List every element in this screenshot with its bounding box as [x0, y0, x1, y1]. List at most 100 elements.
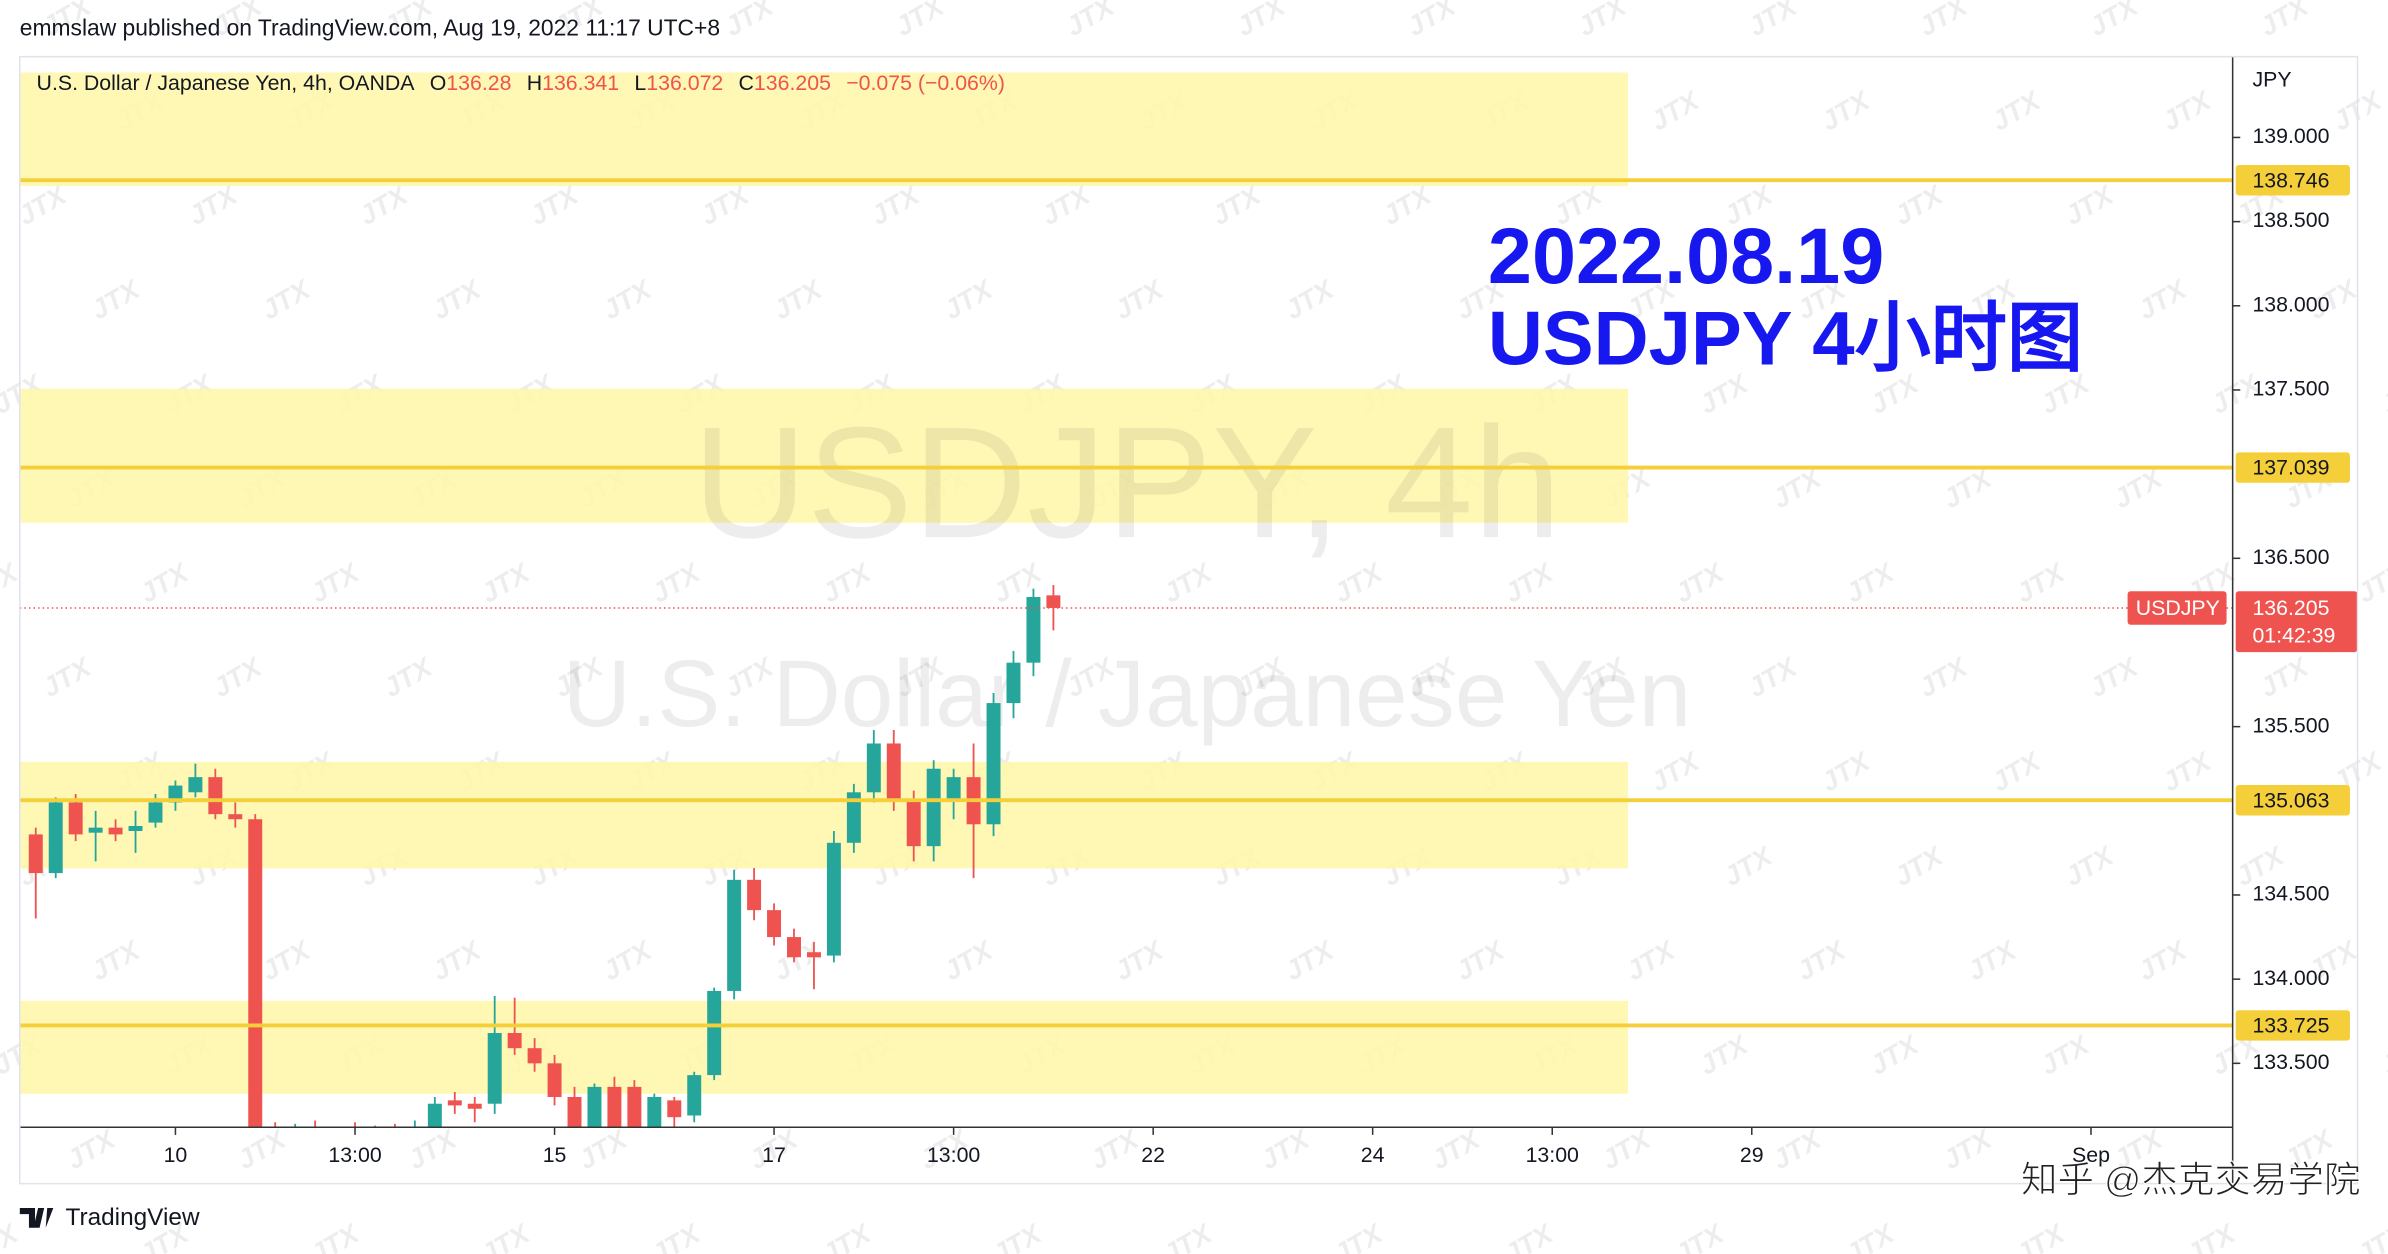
- candle-body: [88, 827, 103, 833]
- pattern-mark: JTX: [2059, 178, 2120, 231]
- y-tick-label: 138.500: [2252, 208, 2329, 232]
- pattern-mark: JTX: [2084, 0, 2145, 42]
- pattern-mark: JTX: [938, 273, 999, 326]
- pattern-mark: JTX: [1937, 1122, 1998, 1175]
- candle-body: [427, 1103, 442, 1128]
- pattern-mark: JTX: [1109, 273, 1170, 326]
- candle-body: [208, 777, 223, 815]
- pattern-mark: JTX: [1231, 0, 1292, 42]
- candle-body: [527, 1048, 542, 1064]
- x-tick-label: 13:00: [927, 1143, 980, 1167]
- pattern-mark: JTX: [1280, 273, 1341, 326]
- legend-value: 136.072: [646, 71, 723, 95]
- pattern-mark: JTX: [1913, 650, 1974, 703]
- candle-body: [567, 1096, 582, 1128]
- pattern-mark: JTX: [646, 1217, 707, 1254]
- level-tag: [2235, 452, 2350, 483]
- candle-body: [547, 1063, 562, 1097]
- x-tick-label: 15: [543, 1143, 567, 1167]
- pattern-mark: JTX: [12, 178, 73, 231]
- candle-body: [1006, 662, 1021, 704]
- legend-key: O: [430, 71, 447, 95]
- pattern-mark: JTX: [427, 934, 488, 987]
- x-tick-label: 29: [1740, 1143, 1764, 1167]
- candle-body: [1046, 595, 1061, 608]
- pattern-mark: JTX: [0, 1217, 24, 1254]
- pattern-mark: JTX: [207, 650, 268, 703]
- pattern-mark: JTX: [305, 1217, 366, 1254]
- candle-body: [68, 802, 83, 835]
- legend-symbol: U.S. Dollar / Japanese Yen, 4h, OANDA: [37, 71, 416, 95]
- pattern-mark: JTX: [1889, 178, 1950, 231]
- y-tick-label: 134.500: [2252, 882, 2329, 906]
- y-tick-label: 136.500: [2252, 545, 2329, 569]
- level-tag: [2235, 1010, 2350, 1041]
- level-tag-label: 135.063: [2252, 788, 2329, 812]
- pattern-mark: JTX: [37, 650, 98, 703]
- candle-body: [168, 785, 183, 803]
- level-tag-label: 138.746: [2252, 168, 2329, 192]
- pattern-mark: JTX: [1109, 934, 1170, 987]
- pattern-mark: JTX: [2254, 650, 2315, 703]
- y-axis-label: JPY: [2252, 68, 2291, 92]
- pattern-mark: JTX: [1840, 1217, 1901, 1254]
- author-mark: 知乎 @杰克交易学院: [2021, 1159, 2361, 1200]
- pattern-mark: JTX: [232, 1122, 293, 1175]
- pattern-mark: JTX: [0, 556, 24, 609]
- pattern-mark: JTX: [1840, 556, 1901, 609]
- pattern-mark: JTX: [1694, 1028, 1755, 1081]
- level-tag-label: 137.039: [2252, 456, 2329, 480]
- candle-body: [248, 819, 263, 1128]
- candle-body: [607, 1086, 622, 1128]
- pattern-mark: JTX: [1596, 1122, 1657, 1175]
- candle-body: [826, 842, 841, 956]
- candle-body: [228, 814, 243, 820]
- pattern-mark: JTX: [1791, 934, 1852, 987]
- pattern-mark: JTX: [1401, 0, 1462, 42]
- pattern-mark: JTX: [1328, 1217, 1389, 1254]
- candle-body: [767, 910, 782, 938]
- candle-body: [667, 1100, 682, 1118]
- pattern-mark: JTX: [719, 0, 780, 42]
- candle-body: [128, 825, 143, 832]
- pattern-mark: JTX: [524, 178, 585, 231]
- pattern-mark: JTX: [2084, 650, 2145, 703]
- price-tag-label: 136.205: [2252, 596, 2329, 620]
- pattern-mark: JTX: [597, 273, 658, 326]
- candle-body: [687, 1075, 702, 1116]
- zone: [19, 761, 1629, 869]
- pattern-mark: JTX: [817, 1217, 878, 1254]
- pattern-mark: JTX: [305, 556, 366, 609]
- level-tag: [2235, 784, 2350, 816]
- candle-body: [806, 952, 821, 958]
- symbol-tag-label: USDJPY: [2136, 596, 2220, 620]
- candle-body: [288, 1132, 302, 1137]
- x-tick-label: 10: [164, 1143, 188, 1167]
- pattern-mark: JTX: [402, 1122, 463, 1175]
- pattern-mark: JTX: [1816, 84, 1877, 137]
- candle-body: [627, 1086, 642, 1128]
- candle-body: [747, 879, 762, 911]
- pattern-mark: JTX: [1669, 1217, 1730, 1254]
- pattern-mark: JTX: [1377, 178, 1438, 231]
- candle-body: [308, 1134, 322, 1139]
- pattern-mark: JTX: [768, 273, 829, 326]
- pattern-mark: JTX: [61, 1122, 122, 1175]
- legend-value: 136.28: [446, 71, 511, 95]
- candles: [28, 585, 1061, 1139]
- candle-body: [388, 1136, 402, 1138]
- y-tick-label: 139.000: [2252, 124, 2329, 148]
- pattern-mark: JTX: [2376, 1028, 2388, 1081]
- zone: [19, 72, 1629, 187]
- pattern-mark: JTX: [256, 934, 317, 987]
- pattern-mark: JTX: [1255, 1122, 1316, 1175]
- legend-key: L: [634, 71, 646, 95]
- candle-body: [507, 1033, 522, 1049]
- pattern-mark: JTX: [1962, 934, 2023, 987]
- zones: [19, 72, 1629, 1094]
- legend-key: H: [527, 71, 542, 95]
- pattern-mark: JTX: [1036, 178, 1097, 231]
- pattern-mark: JTX: [1426, 1122, 1487, 1175]
- candle-body: [48, 802, 63, 874]
